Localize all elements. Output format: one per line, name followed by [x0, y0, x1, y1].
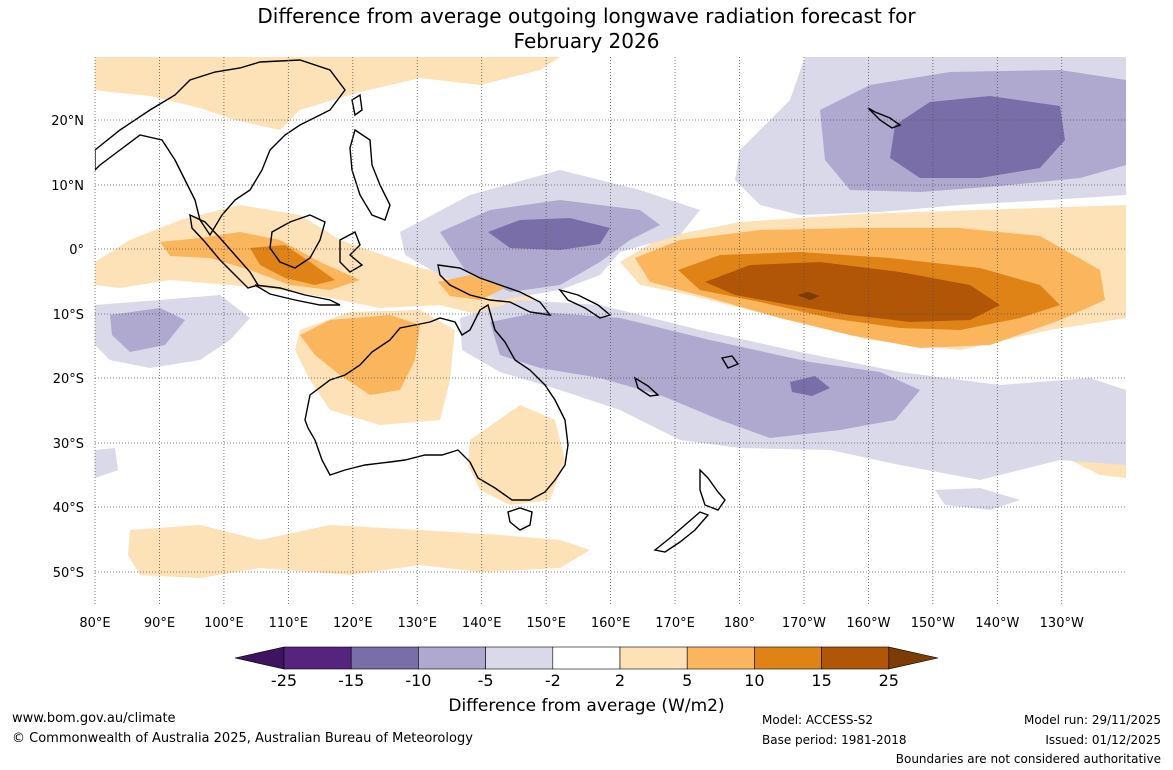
philippines-coastline: [349, 128, 391, 221]
longitude-label: 180°: [724, 616, 755, 631]
anomaly-positive-light-north: [95, 57, 560, 130]
sulawesi-coastline: [339, 231, 364, 273]
anomaly-negative-light-southeast: [935, 488, 1020, 510]
colorbar-swatch: [283, 646, 352, 670]
longitude-label: 80°E: [79, 616, 110, 631]
colorbar-title: Difference from average (W/m2): [448, 696, 725, 716]
anomaly-positive-medium-australia: [300, 315, 420, 395]
longitude-label: 120°E: [333, 616, 373, 631]
colorbar-swatch: [350, 646, 419, 670]
title-line-2: February 2026: [513, 29, 660, 53]
chart-title: Difference from average outgoing longwav…: [0, 4, 1173, 54]
taiwan-coastline: [351, 93, 363, 117]
anomaly-negative-light-southwest: [95, 448, 118, 478]
sumatra-coastline: [189, 213, 260, 289]
colorbar-swatch: [619, 646, 688, 670]
footer-issued: Issued: 01/12/2025: [1045, 733, 1161, 747]
longitude-label: 100°E: [204, 616, 244, 631]
anomaly-positive-light-southern: [128, 525, 590, 578]
longitude-label: 130°W: [1040, 616, 1084, 631]
colorbar-swatch: [821, 646, 890, 670]
new-zealand-south-coastline: [653, 511, 710, 553]
colorbar-swatch: [552, 646, 621, 670]
coastlines: [95, 59, 902, 553]
longitude-labels: 80°E 90°E 100°E 110°E 120°E 130°E 140°E 150°E 16…: [79, 616, 1084, 631]
colorbar-tick-label: -25: [270, 671, 298, 690]
longitude-label: 170°E: [655, 616, 695, 631]
gridlines: [94, 57, 1126, 604]
footer-model: Model: ACCESS-S2: [762, 713, 874, 727]
anomaly-positive-medium-newguinea: [438, 275, 505, 300]
anomaly-negative-dark-north-pacific: [890, 96, 1065, 178]
colorbar-swatch: [754, 646, 822, 670]
colorbar-tick-label: -15: [338, 671, 365, 690]
java-coastline: [254, 284, 341, 306]
anomaly-positive-strong-maritime: [250, 245, 335, 285]
colorbar-tick-label: 5: [682, 671, 693, 690]
longitude-label: 110°E: [269, 616, 309, 631]
latitude-label: 10°S: [53, 308, 84, 323]
colorbar-tick-label: -5: [477, 671, 494, 690]
colorbar-tick-label: 2: [614, 671, 626, 690]
colorbar-swatch: [485, 646, 554, 670]
solomon-islands-coastline: [558, 288, 612, 319]
longitude-label: 160°E: [591, 616, 631, 631]
new-caledonia-coastline: [633, 376, 660, 397]
footer-base-period: Base period: 1981-2018: [762, 733, 907, 747]
colorbar-tick-label: 15: [811, 671, 832, 690]
footer-copyright: © Commonwealth of Australia 2025, Austra…: [12, 731, 473, 746]
anomaly-positive-light-southeast: [468, 405, 565, 505]
latitude-label: 30°S: [53, 437, 84, 452]
colorbar-extend-high: [888, 646, 939, 670]
latitude-label: 20°S: [53, 372, 84, 387]
longitude-label: 150°E: [526, 616, 566, 631]
anomaly-negative-medium-spcz: [490, 312, 920, 438]
australia-coastline: [304, 303, 569, 501]
colorbar-tick-label: -2: [544, 671, 561, 690]
colorbar-swatch: [686, 646, 755, 670]
latitude-label: 50°S: [53, 566, 84, 581]
latitude-label: 20°N: [51, 114, 84, 129]
latitude-label: 40°S: [53, 501, 84, 516]
hawaii-coastline: [867, 107, 902, 129]
latitude-label: 10°N: [51, 179, 84, 194]
anomaly-negative-dark-west-pacific: [488, 218, 610, 250]
anomaly-positive-verystrong-pacific: [705, 262, 1000, 322]
asia-mainland-coastline: [95, 59, 346, 237]
map-area: [95, 57, 1126, 604]
colorbar-swatch: [418, 646, 486, 670]
longitude-label: 160°W: [846, 616, 890, 631]
anomaly-negative-dark-spcz: [790, 376, 830, 396]
footer-disclaimer: Boundaries are not considered authoritat…: [895, 752, 1161, 766]
longitude-label: 140°W: [975, 616, 1019, 631]
fiji-coastline: [720, 355, 740, 369]
longitude-label: 90°E: [144, 616, 175, 631]
new-guinea-coastline: [437, 264, 552, 316]
footer-website[interactable]: www.bom.gov.au/climate: [12, 711, 176, 726]
anomaly-positive-extreme-pacific: [797, 292, 820, 300]
longitude-label: 130°E: [397, 616, 437, 631]
longitude-label: 150°W: [911, 616, 955, 631]
longitude-label: 170°W: [782, 616, 826, 631]
longitude-label: 140°E: [462, 616, 502, 631]
colorbar-tick-label: 25: [878, 671, 899, 690]
anomaly-negative-medium-indian: [110, 308, 185, 352]
title-line-1: Difference from average outgoing longwav…: [257, 4, 916, 28]
colorbar-extend-low: [234, 646, 285, 670]
latitude-labels: 20°N 10°N 0° 10°S 20°S 30°S 40°S 50°S: [51, 114, 84, 581]
colorbar-tick-label: 10: [744, 671, 765, 690]
colorbar-tick-label: -10: [405, 671, 432, 690]
footer-model-run: Model run: 29/11/2025: [1023, 713, 1161, 727]
tasmania-coastline: [507, 507, 533, 531]
latitude-label: 0°: [69, 243, 84, 258]
colorbar: [234, 646, 939, 670]
new-zealand-north-coastline: [699, 468, 726, 511]
